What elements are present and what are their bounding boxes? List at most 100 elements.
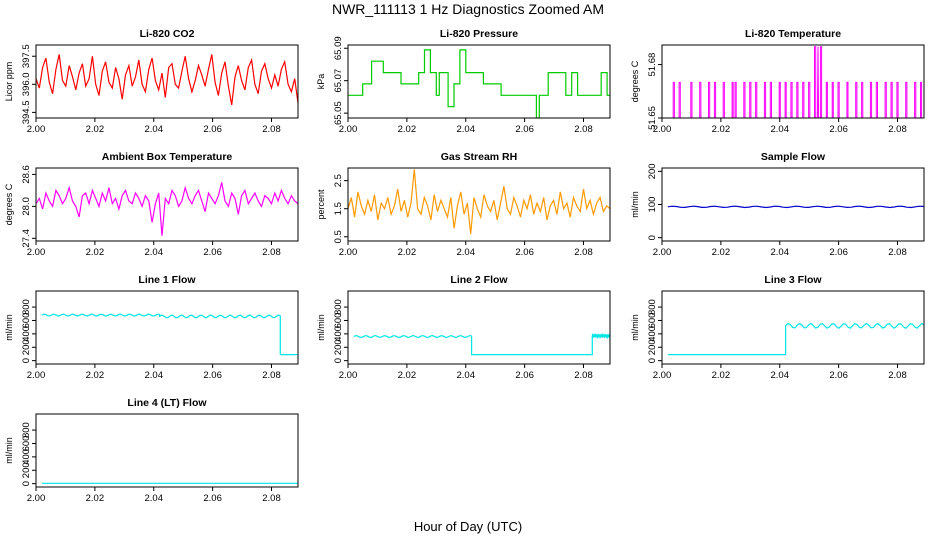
x-tick-label: 2.06 — [515, 124, 534, 135]
panel-line4: Line 4 (LT) Flow 2.00 2.02 2.04 2.06 2.08 0 200… — [4, 397, 299, 504]
series-line-line-3 — [667, 322, 924, 356]
figure-title: NWR_111113 1 Hz Diagnostics Zoomed AM — [332, 1, 604, 17]
panel-title: Sample Flow — [761, 151, 826, 163]
y-tick-label: 0 — [647, 358, 658, 363]
panel-title: Line 3 Flow — [764, 274, 822, 286]
panel-title: Line 1 Flow — [138, 274, 196, 286]
y-tick-label: 600 — [333, 313, 344, 329]
x-tick-label: 2.06 — [829, 370, 848, 381]
x-tick-label: 2.02 — [712, 247, 731, 258]
x-tick-label: 2.08 — [888, 124, 907, 135]
x-tick-label: 2.02 — [86, 124, 105, 135]
x-tick-label: 2.02 — [398, 247, 417, 258]
y-axis-label: degrees C — [4, 183, 14, 225]
x-tick-label: 2.00 — [339, 247, 358, 258]
y-tick-label: 800 — [21, 422, 32, 438]
y-tick-label: 0 — [21, 481, 32, 486]
y-axis-label: ml/min — [316, 314, 326, 341]
panel-line1: Line 1 Flow 2.00 2.02 2.04 2.06 2.08 0 20040060… — [4, 274, 299, 381]
x-tick-label: 2.00 — [27, 247, 46, 258]
y-tick-label: 65.09 — [333, 36, 344, 60]
series-group — [662, 46, 924, 118]
panel-title: Li-820 Temperature — [745, 28, 841, 40]
x-tick-label: 2.08 — [888, 370, 907, 381]
panel-ambient: Ambient Box Temperature 2.00 2.02 2.04 2.06 2… — [4, 151, 299, 258]
x-tick-label: 2.08 — [262, 247, 281, 258]
series-line-temperature — [662, 46, 924, 118]
x-tick-label: 2.06 — [203, 493, 222, 504]
panel-pressure: Li-820 Pressure 2.00 2.02 2.04 2.06 2.08 65.05… — [316, 28, 611, 135]
x-tick-label: 2.08 — [262, 370, 281, 381]
x-tick-label: 2.04 — [145, 493, 164, 504]
panel-line3: Line 3 Flow 2.00 2.02 2.04 2.06 2.08 0 20040060… — [630, 274, 925, 381]
y-tick-label: 28.6 — [21, 165, 32, 184]
x-tick-label: 2.08 — [262, 493, 281, 504]
series-line-line-2 — [353, 332, 610, 356]
series-group — [36, 54, 298, 106]
y-tick-label: 600 — [647, 313, 658, 329]
x-tick-label: 2.02 — [398, 370, 417, 381]
plot-frame — [35, 413, 299, 488]
y-tick-label: 28.0 — [21, 197, 32, 216]
y-axis-label: percent — [316, 189, 326, 220]
plot-frame — [661, 167, 925, 242]
x-tick-label: 2.04 — [145, 370, 164, 381]
y-tick-label: 1.5 — [333, 202, 344, 215]
x-tick-label: 2.06 — [829, 124, 848, 135]
panel-title: Ambient Box Temperature — [102, 151, 233, 163]
series-line-sample — [667, 205, 924, 209]
x-tick-label: 2.02 — [712, 370, 731, 381]
y-tick-label: 51.65 — [647, 106, 658, 130]
x-tick-label: 2.06 — [203, 370, 222, 381]
series-line-co2 — [36, 54, 298, 106]
x-tick-label: 2.02 — [86, 247, 105, 258]
series-line-pressure — [348, 49, 610, 118]
y-axis-label: ml/min — [4, 314, 14, 341]
x-tick-label: 2.04 — [145, 124, 164, 135]
figure-x-axis-label: Hour of Day (UTC) — [414, 519, 522, 534]
y-tick-label: 200 — [647, 163, 658, 179]
plot-frame — [347, 290, 611, 365]
x-tick-label: 2.02 — [86, 493, 105, 504]
x-tick-label: 2.00 — [27, 493, 46, 504]
y-tick-label: 0 — [21, 358, 32, 363]
x-tick-label: 2.04 — [457, 124, 476, 135]
y-tick-label: 0.5 — [333, 230, 344, 243]
panel-title: Li-820 Pressure — [440, 28, 518, 40]
y-axis-label: ml/min — [630, 314, 640, 341]
x-tick-label: 2.00 — [339, 370, 358, 381]
panel-title: Li-820 CO2 — [140, 28, 195, 40]
y-tick-label: 200 — [21, 462, 32, 478]
x-tick-label: 2.06 — [203, 247, 222, 258]
x-tick-label: 2.04 — [145, 247, 164, 258]
y-axis-label: degrees C — [630, 60, 640, 102]
series-group — [41, 313, 298, 356]
series-group — [667, 205, 924, 209]
y-tick-label: 400 — [21, 449, 32, 465]
x-tick-label: 2.06 — [829, 247, 848, 258]
x-tick-label: 2.02 — [86, 370, 105, 381]
x-tick-label: 2.08 — [574, 124, 593, 135]
series-group — [667, 322, 924, 356]
y-tick-label: 396.0 — [21, 72, 32, 96]
x-tick-label: 2.00 — [653, 247, 672, 258]
panel-title: Gas Stream RH — [441, 151, 517, 163]
series-group — [348, 49, 610, 118]
y-tick-label: 400 — [647, 326, 658, 342]
series-line-rh — [348, 169, 610, 235]
y-tick-label: 400 — [21, 326, 32, 342]
y-tick-label: 200 — [21, 339, 32, 355]
x-tick-label: 2.04 — [771, 247, 790, 258]
y-tick-label: 394.5 — [21, 100, 32, 124]
panel-co2: Li-820 CO2 2.00 2.02 2.04 2.06 2.08 394.5 396.0… — [4, 28, 299, 135]
y-tick-label: 397.5 — [21, 44, 32, 68]
panel-title: Line 2 Flow — [450, 274, 508, 286]
y-axis-label: kPa — [316, 74, 326, 90]
plot-frame — [35, 167, 299, 242]
y-tick-label: 65.05 — [333, 101, 344, 125]
series-line-ambient — [36, 182, 298, 236]
y-tick-label: 400 — [333, 326, 344, 342]
y-axis-label: ml/min — [4, 437, 14, 464]
x-tick-label: 2.08 — [574, 247, 593, 258]
plot-frame — [661, 44, 925, 119]
